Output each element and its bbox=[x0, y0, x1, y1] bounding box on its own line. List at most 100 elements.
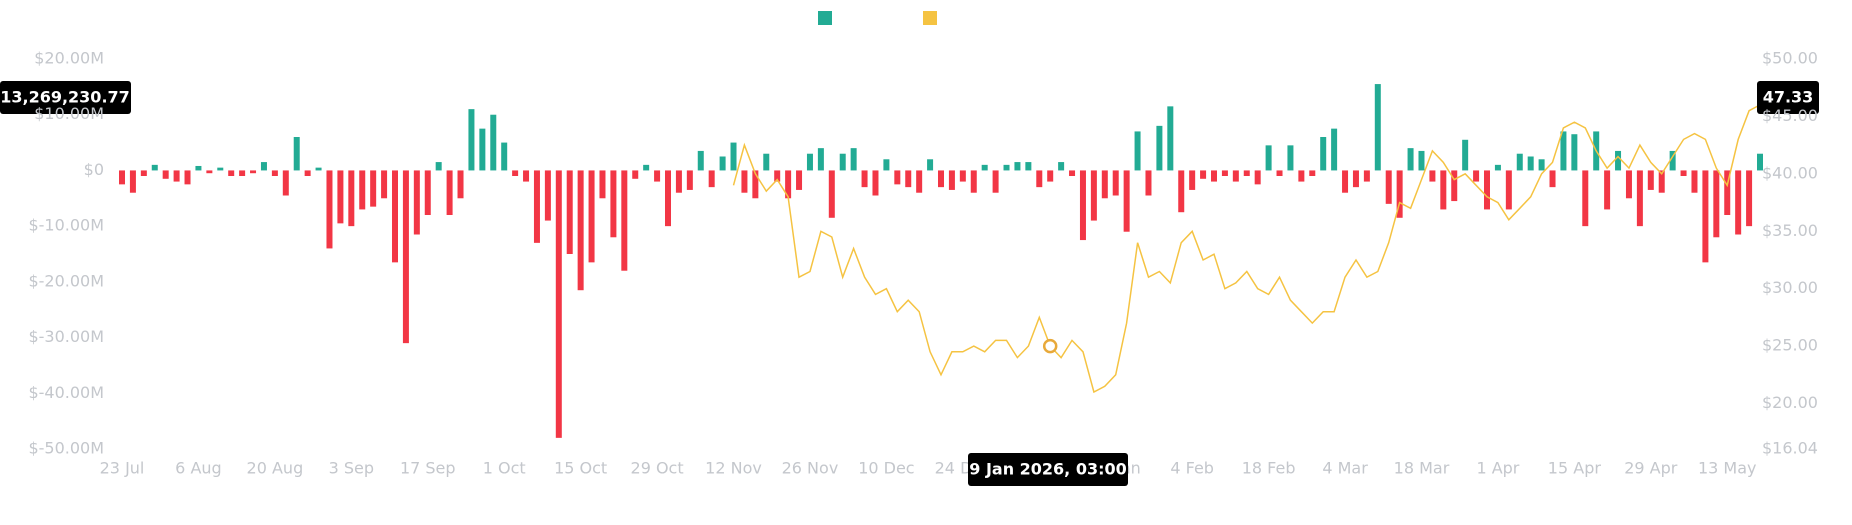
bar bbox=[959, 170, 966, 182]
bar bbox=[1385, 170, 1392, 204]
bar bbox=[861, 170, 868, 188]
bar bbox=[195, 165, 202, 171]
bar bbox=[1571, 134, 1578, 171]
crosshair-y-label: 13,269,230.77 bbox=[0, 88, 130, 107]
x-tick-label: 13 May bbox=[1698, 459, 1757, 478]
bar bbox=[1396, 170, 1403, 218]
x-tick-label: 1 Oct bbox=[483, 459, 526, 478]
bar bbox=[1604, 170, 1611, 210]
bar bbox=[151, 164, 158, 171]
bar bbox=[1025, 162, 1032, 171]
bar bbox=[1320, 137, 1327, 171]
bar bbox=[1254, 170, 1261, 185]
y-tick-label: $-10.00M bbox=[28, 216, 104, 235]
bar bbox=[1484, 170, 1490, 210]
bar bbox=[119, 170, 125, 185]
bar bbox=[872, 170, 879, 196]
bar bbox=[708, 170, 715, 188]
bar bbox=[1429, 170, 1436, 182]
y2-tick-label: $25.00 bbox=[1762, 336, 1818, 355]
bar bbox=[228, 170, 235, 176]
y2-tick-label: $50.00 bbox=[1762, 49, 1818, 68]
y2-tick-label: $40.00 bbox=[1762, 163, 1818, 182]
bar bbox=[523, 170, 530, 182]
y-tick-label: $-20.00M bbox=[28, 271, 104, 290]
bar bbox=[424, 170, 431, 215]
bar bbox=[293, 137, 300, 171]
bar bbox=[304, 170, 311, 176]
bar bbox=[1112, 170, 1119, 196]
bar bbox=[1418, 150, 1425, 171]
bar bbox=[1014, 162, 1021, 171]
bar bbox=[217, 167, 224, 171]
y-tick-label: $10.00M bbox=[34, 104, 104, 123]
bar bbox=[785, 170, 792, 199]
bar bbox=[1680, 170, 1687, 176]
bar bbox=[1331, 128, 1338, 171]
bar bbox=[1211, 170, 1217, 182]
bar bbox=[129, 170, 136, 193]
bar bbox=[1167, 106, 1174, 171]
bar bbox=[1287, 145, 1294, 171]
bar bbox=[1363, 170, 1370, 182]
bar bbox=[533, 170, 540, 243]
bar bbox=[173, 170, 180, 182]
bar bbox=[392, 170, 398, 263]
bar bbox=[282, 170, 289, 196]
x-tick-label: 29 Oct bbox=[631, 459, 684, 478]
x-tick-label: 18 Feb bbox=[1242, 459, 1296, 478]
bar bbox=[555, 170, 562, 438]
bar bbox=[675, 170, 682, 193]
y2-tick-label: $30.00 bbox=[1762, 278, 1818, 297]
bar bbox=[850, 148, 857, 171]
bar bbox=[1156, 125, 1163, 171]
bar bbox=[621, 170, 628, 271]
y2-tick-label: $35.00 bbox=[1762, 221, 1818, 240]
x-tick-label: 20 Aug bbox=[247, 459, 304, 478]
bar bbox=[1473, 170, 1480, 182]
y-tick-label: $-50.00M bbox=[28, 439, 104, 458]
bar bbox=[370, 170, 377, 207]
bar bbox=[1724, 170, 1731, 215]
bar bbox=[817, 148, 824, 171]
x-tick-label: 23 Jul bbox=[100, 459, 145, 478]
bar bbox=[665, 170, 671, 227]
bar bbox=[588, 170, 595, 263]
bar bbox=[1309, 170, 1316, 176]
bar bbox=[206, 170, 213, 174]
bar bbox=[916, 170, 923, 193]
bar bbox=[1189, 170, 1196, 190]
bar bbox=[1440, 170, 1447, 210]
plot bbox=[119, 84, 1763, 438]
bar bbox=[239, 170, 246, 176]
bar bbox=[1757, 153, 1763, 171]
x-tick-label: 12 Nov bbox=[705, 459, 762, 478]
bar bbox=[1582, 170, 1589, 227]
bar bbox=[1735, 170, 1742, 235]
bar bbox=[512, 170, 519, 176]
bar bbox=[1276, 170, 1283, 176]
bar bbox=[1036, 170, 1043, 188]
bar bbox=[970, 170, 977, 193]
bar bbox=[446, 170, 453, 215]
bar bbox=[402, 170, 409, 344]
bar bbox=[1647, 170, 1654, 190]
bar bbox=[413, 170, 420, 235]
bar bbox=[337, 170, 344, 224]
bar bbox=[1243, 170, 1250, 176]
bar bbox=[686, 170, 693, 190]
bar bbox=[1746, 170, 1753, 227]
bar bbox=[1090, 170, 1097, 221]
bar bbox=[1221, 170, 1228, 176]
bar bbox=[948, 170, 955, 190]
bar bbox=[577, 170, 584, 291]
y2-tick-label: $16.04 bbox=[1762, 439, 1818, 458]
bar bbox=[315, 167, 322, 171]
x-tick-label: 6 Aug bbox=[175, 459, 222, 478]
bar bbox=[1669, 150, 1676, 171]
bar bbox=[632, 170, 639, 179]
crosshair-x-box bbox=[968, 453, 1128, 486]
bar bbox=[1494, 164, 1501, 171]
legend-swatch bbox=[818, 11, 832, 25]
bar bbox=[1342, 170, 1349, 193]
